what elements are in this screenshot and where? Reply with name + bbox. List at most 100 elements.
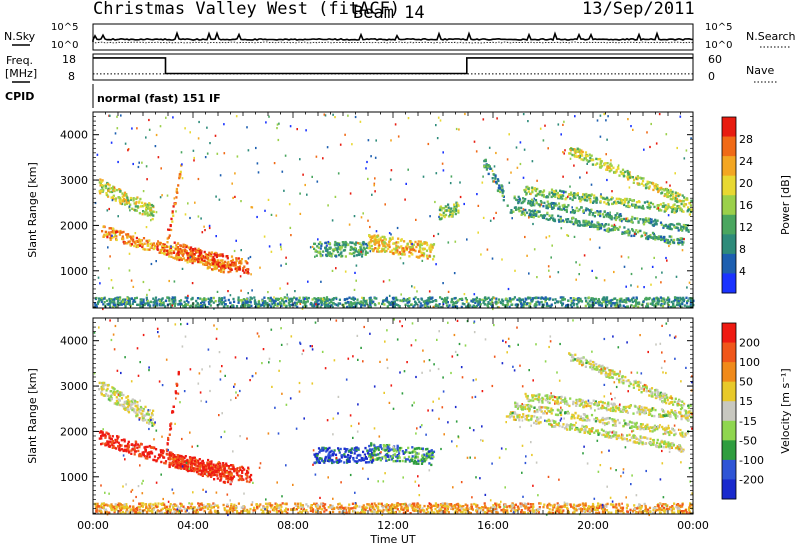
heatmap-cell [104,234,107,237]
heatmap-cell [170,217,173,221]
heatmap-cell [104,436,107,439]
heatmap-cell [281,299,284,302]
heatmap-cell [520,213,523,216]
heatmap-cell [110,438,113,441]
heatmap-cell [537,296,540,300]
heatmap-cell [213,466,217,469]
colorbar-segment [722,117,736,137]
heatmap-cell [401,250,405,254]
heatmap-cell [465,298,468,302]
heatmap-cell [141,161,143,164]
heatmap-cell [608,166,611,169]
heatmap-cell [263,296,266,299]
heatmap-cell [530,192,532,196]
heatmap-cell [203,470,206,473]
heatmap-cell [190,464,194,467]
colorbar-segment [722,214,736,235]
heatmap-cell [119,190,122,193]
heatmap-cell [260,304,263,307]
heatmap-cell [564,306,567,309]
heatmap-cell [675,209,678,213]
heatmap-cell [426,243,429,247]
heatmap-cell [547,147,549,150]
heatmap-cell [294,290,296,293]
heatmap-cell [324,301,327,304]
heatmap-cell [381,239,384,242]
heatmap-cell [478,298,481,301]
heatmap-cell [615,168,618,172]
heatmap-cell [450,207,453,210]
heatmap-cell [432,306,435,309]
heatmap-cell [585,154,588,158]
heatmap-cell [667,206,670,209]
heatmap-cell [132,235,135,238]
heatmap-cell [607,223,610,226]
heatmap-cell [642,219,645,223]
heatmap-cell [569,157,572,160]
heatmap-cell [575,278,577,281]
heatmap-cell [417,298,420,301]
heatmap-cell [158,299,161,303]
heatmap-cell [133,408,136,411]
heatmap-cell [388,294,391,297]
heatmap-cell [675,191,678,195]
heatmap-cell [475,304,478,308]
heatmap-cell [612,228,615,231]
heatmap-cell [422,255,425,258]
heatmap-cell [428,290,431,293]
heatmap-cell [321,254,324,257]
heatmap-cell [311,245,314,248]
heatmap-cell [591,269,593,272]
heatmap-cell [184,296,187,299]
heatmap-cell [303,305,306,309]
heatmap-cell [673,296,677,299]
heatmap-cell [111,435,114,438]
heatmap-cell [282,300,286,303]
heatmap-cell [117,435,120,438]
heatmap-cell [575,297,577,300]
heatmap-cell [161,251,164,255]
heatmap-cell [475,150,478,153]
heatmap-cell [128,450,131,453]
heatmap-cell [141,415,144,418]
heatmap-cell [207,266,210,269]
heatmap-cell [586,208,589,211]
heatmap-cell [600,225,603,228]
heatmap-cell [350,297,353,300]
heatmap-cell [230,268,233,271]
heatmap-cell [136,401,139,404]
heatmap-cell [146,455,149,458]
heatmap-cell [590,193,593,196]
heatmap-cell [545,236,548,239]
heatmap-cell [97,299,100,303]
heatmap-cell [679,209,682,212]
heatmap-cell [445,209,448,212]
heatmap-cell [500,186,503,190]
heatmap-cell [662,226,665,229]
heatmap-cell [599,227,603,230]
heatmap-cell [338,243,341,246]
heatmap-cell [171,245,174,249]
heatmap-cell [673,203,676,206]
heatmap-cell [153,423,156,426]
heatmap-cell [111,446,114,449]
heatmap-cell [532,210,535,214]
heatmap-cell [608,213,611,217]
heatmap-cell [376,247,379,251]
heatmap-cell [546,211,549,215]
heatmap-cell [574,151,577,155]
heatmap-cell [483,303,486,306]
heatmap-cell [565,210,568,213]
heatmap-cell [170,305,173,308]
heatmap-cell [315,298,318,301]
heatmap-cell [680,200,684,203]
heatmap-cell [113,298,116,301]
heatmap-cell [428,300,432,304]
heatmap-cell [367,177,369,180]
heatmap-cell [218,269,221,272]
heatmap-cell [634,203,637,207]
heatmap-cell [109,114,111,117]
heatmap-cell [618,297,621,301]
heatmap-cell [356,301,359,304]
heatmap-cell [105,431,108,434]
